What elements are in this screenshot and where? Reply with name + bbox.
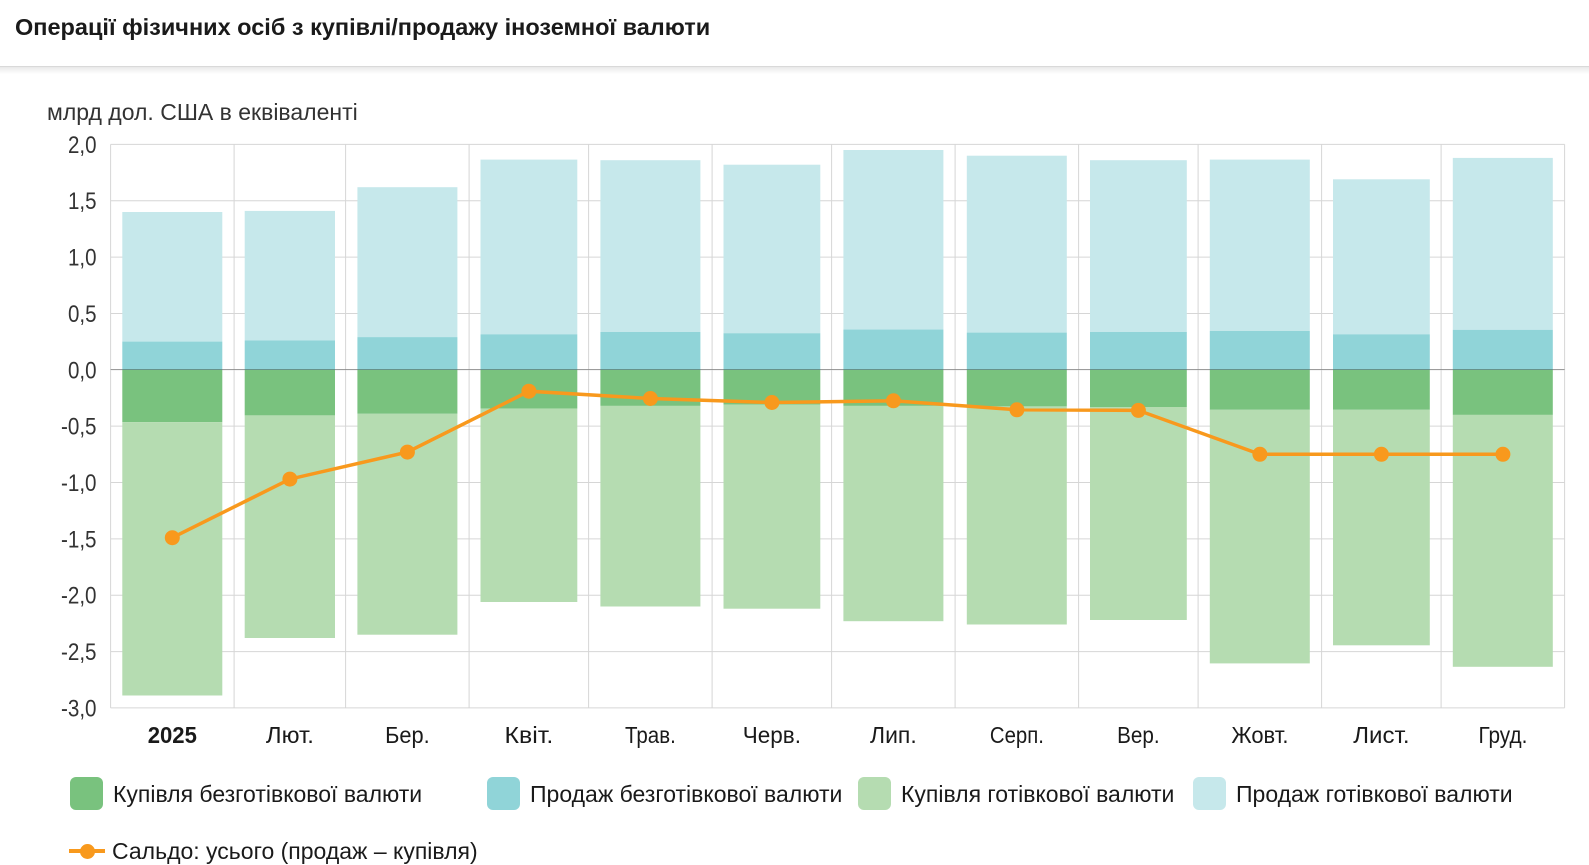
svg-text:Жовт.: Жовт. (1231, 722, 1288, 748)
svg-text:1,5: 1,5 (68, 188, 97, 215)
svg-text:Лют.: Лют. (266, 722, 314, 748)
svg-text:1,0: 1,0 (68, 245, 97, 272)
svg-text:Вер.: Вер. (1117, 722, 1160, 748)
svg-text:-2,0: -2,0 (61, 583, 97, 610)
svg-text:-1,0: -1,0 (61, 470, 97, 497)
svg-text:0,0: 0,0 (68, 357, 97, 384)
svg-text:-1,5: -1,5 (61, 526, 97, 553)
svg-text:-3,0: -3,0 (61, 695, 97, 722)
svg-text:Груд.: Груд. (1478, 722, 1527, 748)
svg-text:-0,5: -0,5 (61, 414, 97, 441)
svg-text:0,5: 0,5 (68, 301, 97, 328)
svg-text:-2,5: -2,5 (61, 639, 97, 666)
svg-text:Лист.: Лист. (1353, 722, 1409, 748)
svg-text:Лип.: Лип. (870, 722, 917, 748)
svg-text:Черв.: Черв. (743, 722, 801, 748)
svg-text:Серп.: Серп. (990, 722, 1044, 748)
svg-text:Бер.: Бер. (385, 722, 430, 748)
svg-text:2025: 2025 (148, 722, 197, 748)
svg-text:Квіт.: Квіт. (505, 722, 554, 748)
svg-text:2,0: 2,0 (68, 132, 97, 159)
svg-text:Трав.: Трав. (625, 722, 676, 748)
